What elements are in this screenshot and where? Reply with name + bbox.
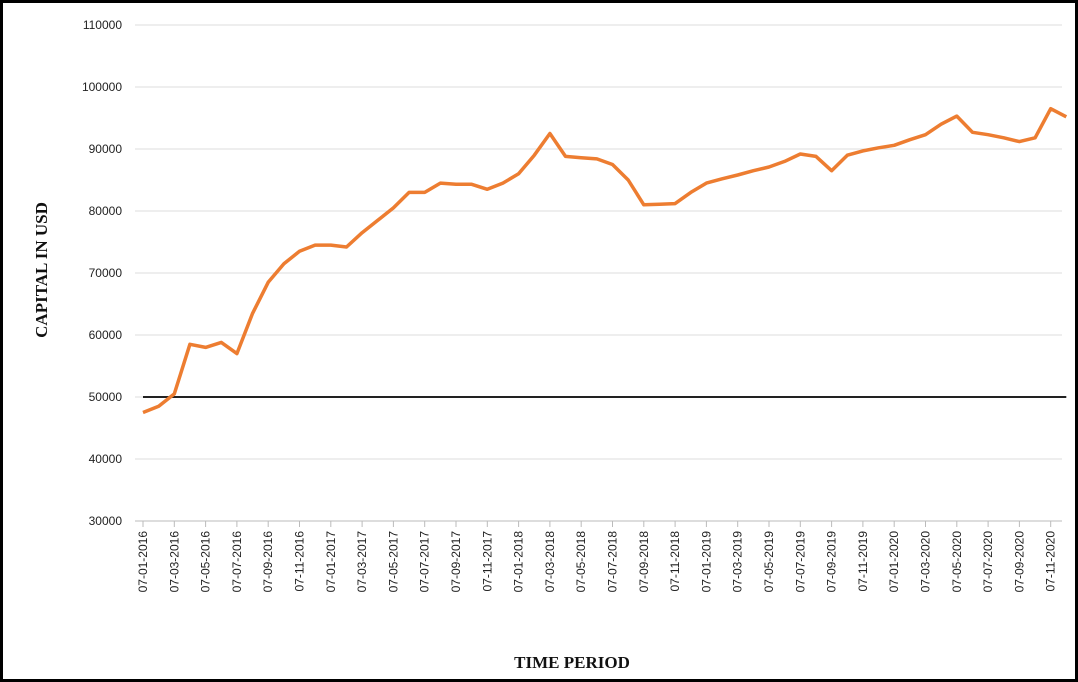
x-tick-label: 07-07-2020	[981, 531, 995, 593]
x-axis-title: TIME PERIOD	[514, 653, 630, 672]
x-tick-label: 07-01-2019	[699, 531, 713, 593]
x-tick-label: 07-05-2019	[762, 531, 776, 593]
x-tick-label: 07-11-2018	[668, 531, 682, 592]
x-tick-label: 07-03-2016	[167, 531, 181, 593]
x-tick-label: 07-07-2017	[418, 531, 432, 593]
x-tick-label: 07-11-2017	[480, 531, 494, 592]
x-tick-label: 07-07-2018	[606, 531, 620, 593]
x-tick-label: 07-09-2020	[1012, 531, 1026, 593]
x-tick-label: 07-03-2017	[355, 531, 369, 593]
x-tick-label: 07-03-2019	[731, 531, 745, 593]
y-tick-label: 80000	[89, 204, 123, 218]
x-tick-label: 07-05-2016	[199, 531, 213, 593]
x-tick-label: 07-11-2016	[293, 531, 307, 592]
x-tick-label: 07-01-2017	[324, 531, 338, 593]
x-tick-label: 07-11-2019	[856, 531, 870, 592]
y-tick-label: 100000	[82, 80, 122, 94]
y-tick-label: 50000	[89, 390, 123, 404]
y-axis-title: CAPITAL IN USD	[32, 202, 51, 338]
x-tick-label: 07-05-2017	[386, 531, 400, 593]
data-line	[142, 106, 1068, 415]
y-tick-label: 40000	[89, 452, 123, 466]
x-tick-label: 07-03-2020	[919, 531, 933, 593]
y-tick-label: 90000	[89, 142, 123, 156]
x-tick-label: 07-01-2018	[512, 531, 526, 593]
y-tick-label: 110000	[83, 18, 122, 32]
x-tick-label: 07-01-2016	[136, 531, 150, 593]
x-tick-label: 07-05-2018	[574, 531, 588, 593]
y-tick-label: 30000	[89, 514, 123, 528]
x-tick-label: 07-03-2018	[543, 531, 557, 593]
x-tick-label: 07-09-2017	[449, 531, 463, 593]
x-tick-label: 07-09-2019	[825, 531, 839, 593]
x-tick-label: 07-11-2020	[1044, 531, 1058, 592]
y-tick-label: 60000	[89, 328, 123, 342]
x-tick-label: 07-07-2016	[230, 531, 244, 593]
y-tick-label: 70000	[89, 266, 123, 280]
x-tick-label: 07-09-2018	[637, 531, 651, 593]
x-tick-label: 07-07-2019	[793, 531, 807, 593]
x-tick-label: 07-09-2016	[261, 531, 275, 593]
x-tick-label: 07-01-2020	[887, 531, 901, 593]
x-tick-label: 07-05-2020	[950, 531, 964, 593]
